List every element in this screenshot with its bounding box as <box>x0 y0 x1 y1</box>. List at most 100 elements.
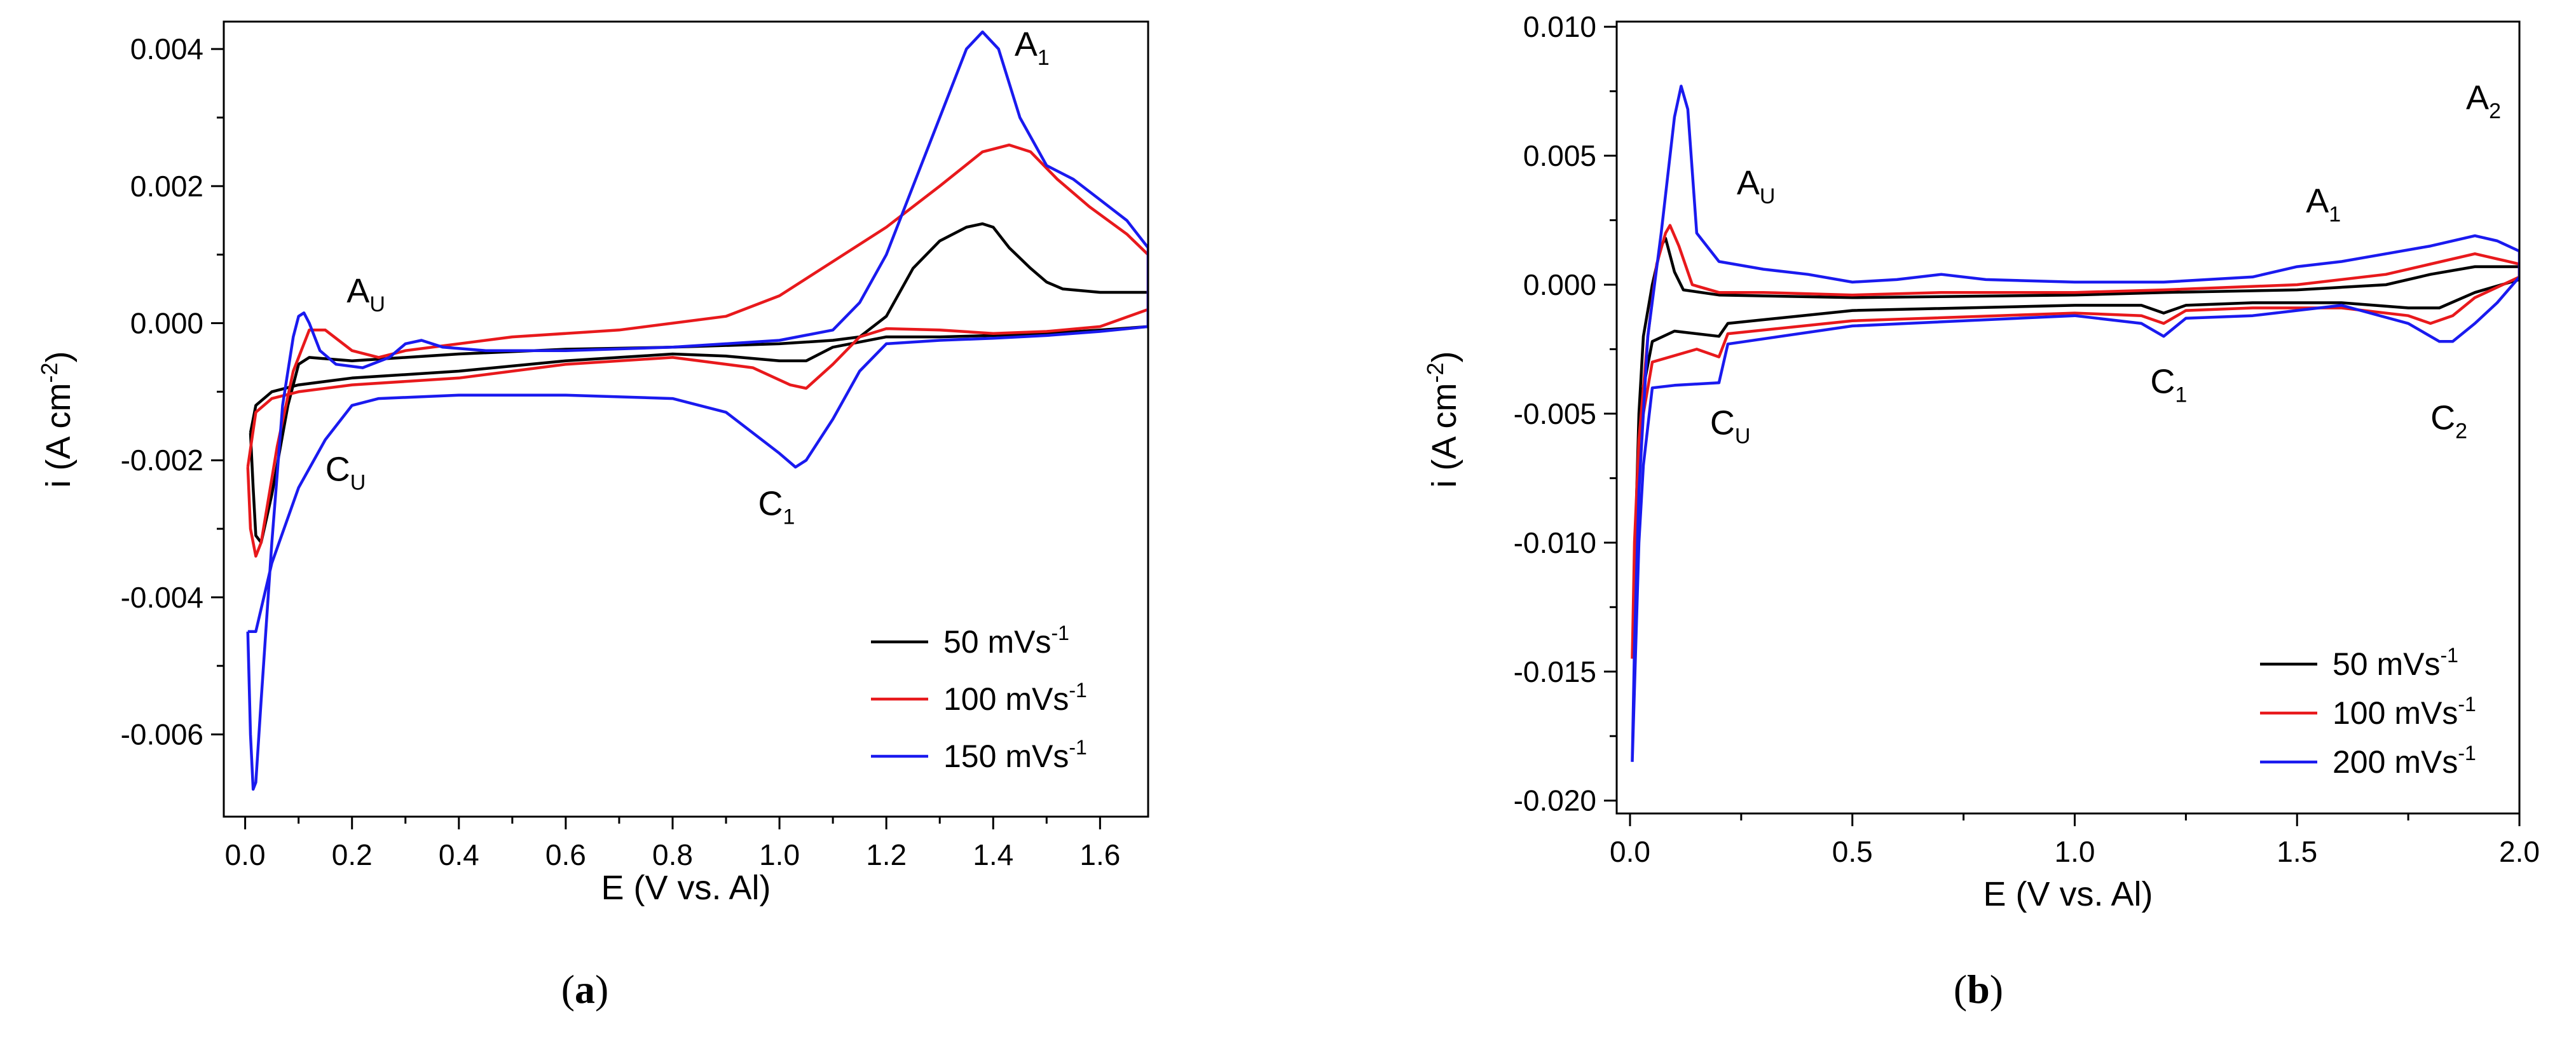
panel-b-x-tick-label: 1.5 <box>2277 835 2317 868</box>
panel-a-plot-frame <box>223 20 1149 818</box>
panel-b-series-1-line <box>1631 224 2519 659</box>
panel-a-legend-label-2-sup: -1 <box>1069 736 1086 759</box>
panel-b-annotation-4-sub: 1 <box>2175 383 2187 407</box>
panel-a-x-tick-label: 1.6 <box>1079 838 1120 871</box>
panel-a-y-tick-label: 0.000 <box>130 307 203 340</box>
panel-b-legend-label-0: 50 mVs-1 <box>2333 644 2458 682</box>
panel-b-y-axis-label: i (A cm-2) <box>1422 351 1464 487</box>
panel-a-y-axis-label: i (A cm-2) <box>36 351 78 487</box>
panel-b-annotation-3-main: C <box>1710 404 1735 442</box>
panel-a-chart: 0.0 0.2 0.4 0.6 0.8 1.0 1.2 1.4 1.6 0.004 0.002 0.0… <box>36 20 1149 1012</box>
panel-a-legend-label-1-sup: -1 <box>1069 679 1086 702</box>
panel-a-x-tick-label: 0.8 <box>652 838 693 871</box>
panel-b-legend-label-0-main: 50 mVs <box>2333 646 2441 682</box>
panel-a-y-axis-label-end: ) <box>39 351 78 362</box>
panel-b-annotation-3-sub: U <box>1735 424 1751 448</box>
panel-b-annotation-1-main: A <box>2306 182 2329 220</box>
panel-b-annotation-4: C1 <box>2150 362 2187 407</box>
panel-a-annotation-3: C1 <box>758 484 795 529</box>
panel-b-y-axis-label-end: ) <box>1425 351 1463 362</box>
panel-a-annotation-0-sub: 1 <box>1038 46 1050 70</box>
panel-a-x-tick-label: 0.4 <box>439 838 479 871</box>
panel-a-legend-label-0-main: 50 mVs <box>943 624 1052 660</box>
panel-a-legend-label-1: 100 mVs-1 <box>943 679 1087 717</box>
panel-b-annotation-5: C2 <box>2430 398 2467 443</box>
panel-a-y-tick-label: -0.006 <box>121 718 203 751</box>
panel-b-y-tick-label: 0.000 <box>1523 268 1596 301</box>
panel-b-annotation-2-main: A <box>2466 79 2489 117</box>
panel-a-legend-label-0-sup: -1 <box>1052 622 1069 644</box>
panel-b-x-tick-label: 2.0 <box>2499 835 2540 868</box>
panel-b-x-axis-label: E (V vs. Al) <box>1983 875 2153 913</box>
panel-b-y-tick-label: -0.010 <box>1514 526 1596 559</box>
panel-b-x-tick-label: 0.5 <box>1832 835 1873 868</box>
panel-a-y-axis-label-main: i (A cm <box>39 383 78 487</box>
panel-a-annotation-3-main: C <box>758 484 783 522</box>
panel-b-y-tick-label: -0.020 <box>1514 784 1596 817</box>
panel-b-annotation-1-sub: 1 <box>2329 202 2341 226</box>
panel-a-caption-open: ( <box>561 967 575 1012</box>
panel-a-series-2-line <box>246 30 1148 791</box>
panel-a-series-1-line <box>246 143 1148 558</box>
panel-a-x-tick-label: 1.2 <box>866 838 907 871</box>
panel-a-annotation-0: A1 <box>1015 25 1050 70</box>
panel-b-annotation-2-sub: 2 <box>2489 99 2501 123</box>
panel-a-y-tick-label: -0.002 <box>121 444 203 477</box>
panel-a-annotation-1: AU <box>346 272 385 316</box>
panel-b-x-tick-label: 0.0 <box>1610 835 1650 868</box>
panel-a-y-tick-label: 0.002 <box>130 170 203 203</box>
panel-b-annotation-5-sub: 2 <box>2455 419 2467 443</box>
panel-b-legend-label-2-main: 200 mVs <box>2333 744 2458 780</box>
panel-a-x-tick-label: 0.0 <box>225 838 266 871</box>
panel-a-x-tick-label: 1.0 <box>759 838 800 871</box>
panel-a-y-axis-label-sup: -2 <box>36 362 62 383</box>
panel-b-annotation-5-main: C <box>2430 398 2455 437</box>
panel-b-caption: (b) <box>1954 967 2003 1012</box>
panel-a-annotation-2: CU <box>325 451 366 495</box>
panel-b-chart: 0.0 0.5 1.0 1.5 2.0 0.010 0.005 0.000 -0.005 -0.0… <box>1422 10 2540 1012</box>
panel-a-annotation-0-main: A <box>1015 25 1038 64</box>
panel-b-y-axis-label-main: i (A cm <box>1425 383 1463 487</box>
panel-b-annotation-3: CU <box>1710 404 1751 448</box>
panel-b-legend-label-2-sup: -1 <box>2458 742 2476 765</box>
panel-b-y-tick-label: 0.010 <box>1523 10 1596 43</box>
panel-a-legend-label-0: 50 mVs-1 <box>943 622 1069 660</box>
panel-a-legend-label-2-main: 150 mVs <box>943 738 1069 774</box>
panel-b-annotation-0: AU <box>1737 164 1776 208</box>
panel-b-y-tick-label: -0.015 <box>1514 655 1596 688</box>
panel-b-annotation-1: A1 <box>2306 182 2341 226</box>
panel-b-caption-close: ) <box>1990 967 2003 1012</box>
panel-a-caption: (a) <box>561 967 609 1012</box>
panel-b-legend-label-1-sup: -1 <box>2458 693 2476 716</box>
panel-b-annotation-4-main: C <box>2150 362 2175 400</box>
panel-b-legend-label-1-main: 100 mVs <box>2333 695 2458 731</box>
panel-b-y-axis-label-sup: -2 <box>1422 362 1448 383</box>
panel-a-caption-letter: a <box>575 967 595 1012</box>
panel-a-series-0-line <box>249 222 1148 544</box>
panel-b-caption-letter: b <box>1967 967 1990 1012</box>
panel-b-y-tick-label: -0.005 <box>1514 397 1596 430</box>
panel-b-plot-frame <box>1615 20 2521 815</box>
panel-a-y-tick-label: 0.004 <box>130 32 203 65</box>
panel-b-annotation-2: A2 <box>2466 79 2501 123</box>
panel-a-annotation-2-main: C <box>325 451 350 489</box>
panel-a-legend-label-1-main: 100 mVs <box>943 681 1069 717</box>
panel-a-annotation-1-main: A <box>346 272 369 310</box>
panel-a-x-tick-label: 0.2 <box>332 838 373 871</box>
panel-a-x-tick-label: 1.4 <box>973 838 1013 871</box>
panel-a-x-tick-label: 0.6 <box>545 838 586 871</box>
panel-b-legend-label-1: 100 mVs-1 <box>2333 693 2476 731</box>
panel-a-annotation-3-sub: 1 <box>783 505 795 529</box>
panel-b-annotation-0-sub: U <box>1760 184 1776 208</box>
panel-b-x-tick-label: 1.0 <box>2055 835 2095 868</box>
panel-a-annotation-2-sub: U <box>350 471 366 495</box>
panel-b-caption-open: ( <box>1954 967 1967 1012</box>
panel-a-annotation-1-sub: U <box>369 292 385 316</box>
panel-b-legend-label-0-sup: -1 <box>2441 644 2458 667</box>
panel-b-annotation-0-main: A <box>1737 164 1760 202</box>
panel-a-y-tick-label: -0.004 <box>121 581 203 614</box>
panel-a-legend-label-2: 150 mVs-1 <box>943 736 1087 774</box>
panel-b-legend-label-2: 200 mVs-1 <box>2333 742 2476 780</box>
